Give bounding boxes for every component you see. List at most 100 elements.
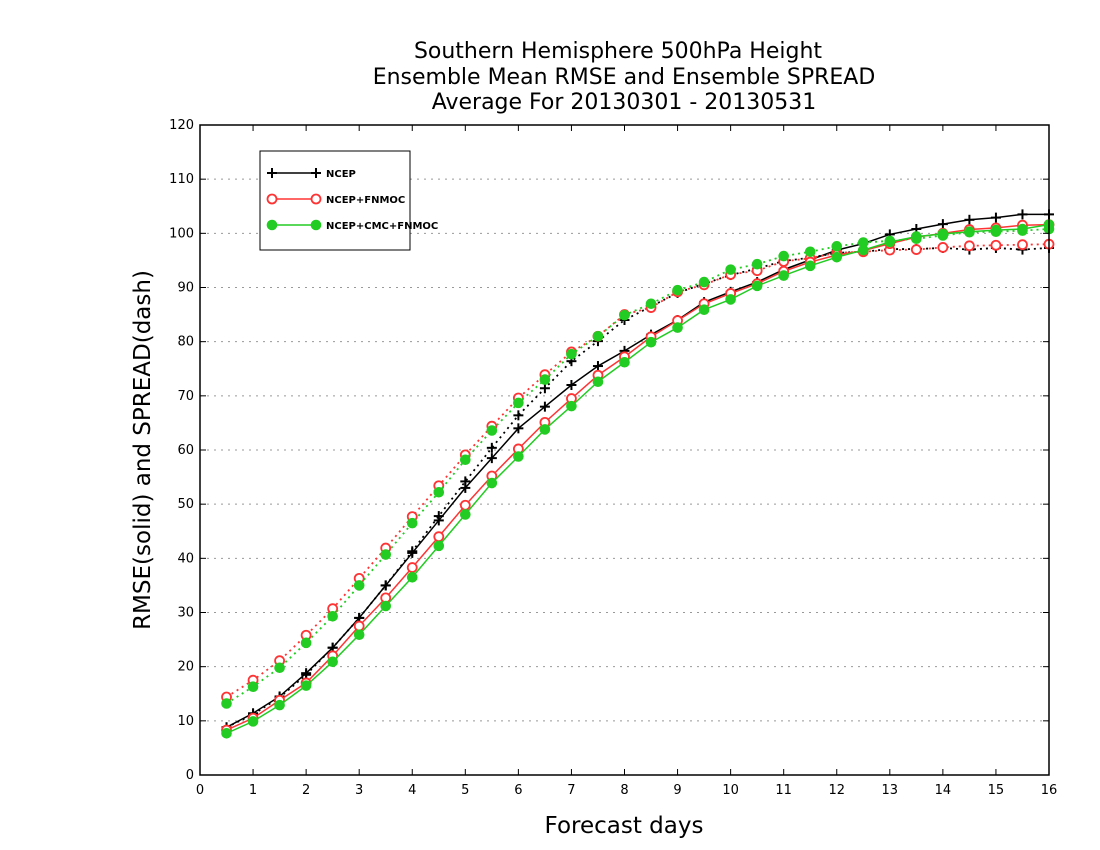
filled-circle-marker — [460, 454, 471, 466]
filled-circle-marker — [778, 250, 789, 262]
filled-circle-marker — [566, 348, 577, 360]
open-circle-marker — [1017, 239, 1028, 251]
plus-marker — [566, 380, 577, 390]
legend-label: NCEP — [326, 169, 356, 180]
plus-marker — [433, 515, 444, 526]
plus-marker — [460, 482, 471, 493]
y-tick-label: 110 — [169, 172, 194, 187]
chart-title-line-3: Average For 20130301 - 20130531 — [432, 90, 817, 115]
y-tick-label: 50 — [177, 497, 194, 512]
filled-circle-marker — [592, 376, 604, 388]
plus-marker — [407, 547, 418, 558]
x-tick-label: 0 — [196, 783, 204, 798]
y-tick-label: 90 — [177, 281, 194, 296]
plus-marker — [539, 401, 550, 412]
x-tick-label: 6 — [514, 783, 522, 798]
filled-circle-marker — [778, 270, 789, 281]
x-tick-label: 16 — [1041, 783, 1058, 798]
chart-title-line-2: Ensemble Mean RMSE and Ensemble SPREAD — [373, 65, 876, 90]
filled-circle-marker — [725, 294, 736, 305]
filled-circle-marker — [911, 231, 922, 242]
legend-entry: NCEP+FNMOC — [266, 193, 405, 206]
legend-entry: NCEP+CMC+FNMOC — [266, 219, 438, 232]
filled-circle-marker — [990, 224, 1002, 236]
plus-marker — [539, 383, 550, 394]
filled-circle-marker — [380, 549, 392, 560]
filled-circle-marker — [310, 219, 322, 231]
plus-marker — [486, 453, 497, 464]
filled-circle-marker — [804, 246, 816, 258]
spread-line — [226, 228, 1050, 705]
y-tick-label: 80 — [177, 335, 194, 350]
filled-circle-marker — [406, 571, 418, 583]
filled-circle-marker — [937, 228, 949, 240]
spread-line — [226, 247, 1050, 729]
filled-circle-marker — [513, 397, 524, 409]
x-tick-label: 15 — [988, 783, 1005, 798]
filled-circle-marker — [672, 322, 683, 333]
x-tick-label: 1 — [249, 783, 257, 798]
filled-circle-marker — [539, 424, 551, 435]
legend-box — [259, 150, 411, 251]
filled-circle-marker — [751, 258, 763, 270]
plus-marker — [513, 423, 524, 434]
filled-circle-marker — [274, 699, 285, 711]
y-tick-label: 20 — [177, 660, 194, 675]
filled-circle-marker — [964, 226, 975, 238]
filled-circle-marker — [380, 600, 392, 612]
open-circle-marker — [353, 620, 365, 632]
filled-circle-marker — [266, 219, 278, 231]
chart-title-line-1: Southern Hemisphere 500hPa Height — [414, 39, 822, 64]
plus-marker — [311, 168, 321, 178]
filled-circle-marker — [486, 477, 498, 489]
y-tick-label: 30 — [177, 606, 194, 621]
rmse-line — [226, 223, 1050, 731]
filled-circle-marker — [619, 356, 630, 368]
x-tick-label: 12 — [828, 783, 845, 798]
filled-circle-marker — [353, 580, 365, 591]
filled-circle-marker — [221, 727, 232, 739]
legend-entry: NCEP — [267, 168, 356, 180]
x-tick-label: 8 — [620, 783, 628, 798]
filled-circle-marker — [645, 298, 657, 310]
plus-marker — [592, 361, 603, 372]
filled-circle-marker — [1017, 223, 1028, 235]
filled-circle-marker — [406, 517, 418, 529]
open-circle-marker — [433, 531, 445, 543]
open-circle-marker — [406, 562, 418, 573]
filled-circle-marker — [433, 540, 445, 552]
y-axis-label: RMSE(solid) and SPREAD(dash) — [130, 270, 156, 630]
legend-label: NCEP+FNMOC — [326, 195, 405, 206]
x-tick-label: 14 — [935, 783, 952, 798]
filled-circle-marker — [327, 656, 338, 668]
plus-marker — [513, 410, 524, 421]
plus-marker — [1017, 209, 1028, 220]
filled-circle-marker — [300, 680, 312, 691]
filled-circle-marker — [831, 241, 843, 252]
filled-circle-marker — [831, 251, 843, 263]
open-circle-marker — [910, 244, 922, 255]
rmse-line — [226, 213, 1049, 728]
x-tick-label: 10 — [722, 783, 739, 798]
series-ncep-fnmoc — [221, 219, 1055, 736]
open-circle-marker — [937, 242, 949, 253]
plus-marker — [301, 668, 312, 679]
open-circle-marker — [459, 499, 471, 511]
plus-marker — [964, 214, 975, 225]
open-circle-marker — [310, 193, 322, 205]
filled-circle-marker — [353, 629, 365, 641]
y-tick-label: 100 — [169, 226, 194, 241]
legend-label: NCEP+CMC+FNMOC — [326, 221, 438, 232]
filled-circle-marker — [327, 610, 338, 622]
filled-circle-marker — [857, 244, 869, 256]
filled-circle-marker — [221, 698, 232, 709]
filled-circle-marker — [698, 276, 710, 288]
filled-circle-marker — [486, 425, 498, 436]
open-circle-marker — [990, 239, 1002, 251]
y-tick-label: 40 — [177, 551, 194, 566]
filled-circle-marker — [804, 260, 816, 272]
filled-circle-marker — [566, 400, 577, 412]
plus-marker — [990, 212, 1001, 223]
plus-marker — [937, 219, 948, 230]
